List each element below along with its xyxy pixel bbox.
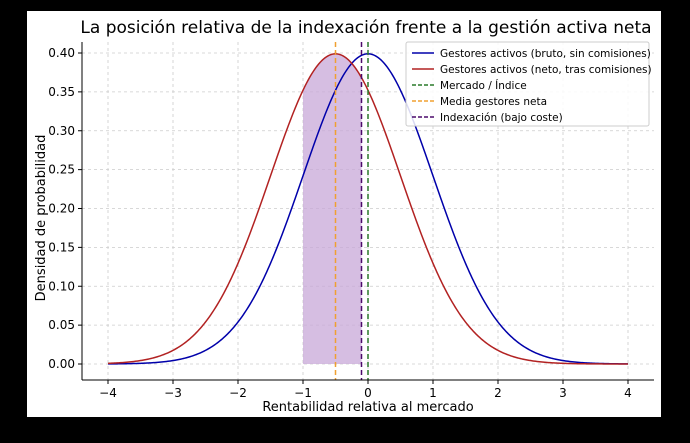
y-tick-label: 0.25	[48, 163, 75, 177]
shaded-region	[303, 53, 362, 364]
legend-entry: Gestores activos (neto, tras comisiones)	[440, 64, 652, 76]
x-tick-label: −4	[99, 386, 117, 400]
y-axis-label: Densidad de probabilidad	[34, 135, 49, 302]
y-tick-label: 0.30	[48, 124, 75, 138]
legend-entry: Mercado / Índice	[440, 79, 527, 92]
x-tick-label: 3	[559, 386, 567, 400]
ticks: −4 −3 −2 −1 0 1 2 3 4 0.00 0.05 0.10 0.15 0.20 0.25 0.3…	[48, 46, 632, 400]
chart: −4 −3 −2 −1 0 1 2 3 4 0.00 0.05 0.10 0.15 0.20 0.25 0.3…	[34, 18, 654, 415]
x-tick-label: 2	[494, 386, 502, 400]
series-lines	[107, 42, 629, 380]
y-tick-label: 0.35	[48, 85, 75, 99]
x-tick-label: −3	[164, 386, 182, 400]
y-tick-label: 0.05	[48, 318, 75, 332]
x-tick-label: 4	[624, 386, 632, 400]
legend-entry: Gestores activos (bruto, sin comisiones)	[440, 48, 651, 60]
y-tick-label: 0.15	[48, 240, 75, 254]
x-tick-label: −1	[294, 386, 312, 400]
y-tick-label: 0.40	[48, 46, 75, 60]
chart-title: La posición relativa de la indexación fr…	[80, 18, 651, 38]
chart-frame: −4 −3 −2 −1 0 1 2 3 4 0.00 0.05 0.10 0.15 0.20 0.25 0.3…	[27, 11, 661, 417]
legend-box	[405, 41, 650, 127]
x-tick-label: 0	[364, 386, 372, 400]
legend-entry: Indexación (bajo coste)	[440, 112, 563, 124]
x-tick-label: −2	[229, 386, 247, 400]
y-tick-label: 0.10	[48, 279, 75, 293]
y-tick-label: 0.20	[48, 202, 75, 216]
shaded-area	[303, 53, 362, 364]
x-tick-label: 1	[429, 386, 437, 400]
x-axis-label: Rentabilidad relativa al mercado	[262, 400, 473, 415]
y-tick-label: 0.00	[48, 357, 75, 371]
legend-entry: Media gestores neta	[440, 96, 547, 108]
legend: Gestores activos (bruto, sin comisiones)…	[405, 41, 652, 127]
